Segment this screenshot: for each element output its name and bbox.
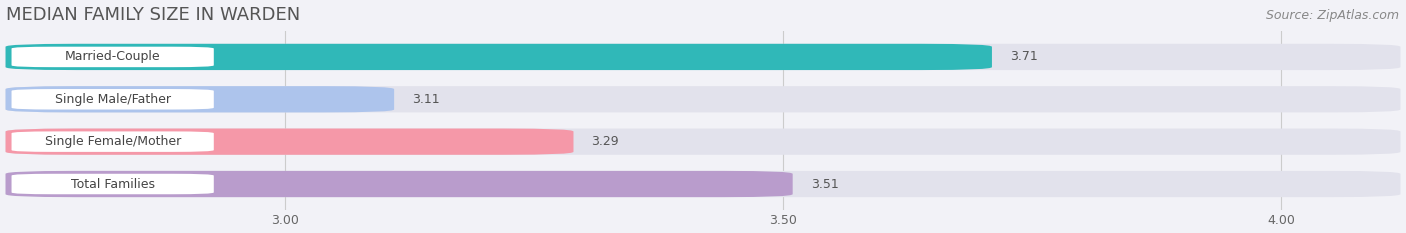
FancyBboxPatch shape (11, 47, 214, 67)
Text: Single Male/Father: Single Male/Father (55, 93, 170, 106)
FancyBboxPatch shape (6, 86, 394, 113)
FancyBboxPatch shape (6, 171, 793, 197)
Text: Source: ZipAtlas.com: Source: ZipAtlas.com (1265, 9, 1399, 22)
Text: 3.11: 3.11 (412, 93, 440, 106)
FancyBboxPatch shape (6, 44, 1400, 70)
FancyBboxPatch shape (6, 171, 1400, 197)
FancyBboxPatch shape (6, 86, 1400, 113)
FancyBboxPatch shape (6, 129, 574, 155)
Text: Total Families: Total Families (70, 178, 155, 191)
Text: Married-Couple: Married-Couple (65, 50, 160, 63)
Text: MEDIAN FAMILY SIZE IN WARDEN: MEDIAN FAMILY SIZE IN WARDEN (6, 6, 299, 24)
Text: 3.71: 3.71 (1010, 50, 1038, 63)
Text: Single Female/Mother: Single Female/Mother (45, 135, 181, 148)
FancyBboxPatch shape (6, 129, 1400, 155)
FancyBboxPatch shape (11, 174, 214, 194)
Text: 3.51: 3.51 (811, 178, 838, 191)
FancyBboxPatch shape (11, 89, 214, 110)
Text: 3.29: 3.29 (592, 135, 619, 148)
FancyBboxPatch shape (11, 131, 214, 152)
FancyBboxPatch shape (6, 44, 993, 70)
